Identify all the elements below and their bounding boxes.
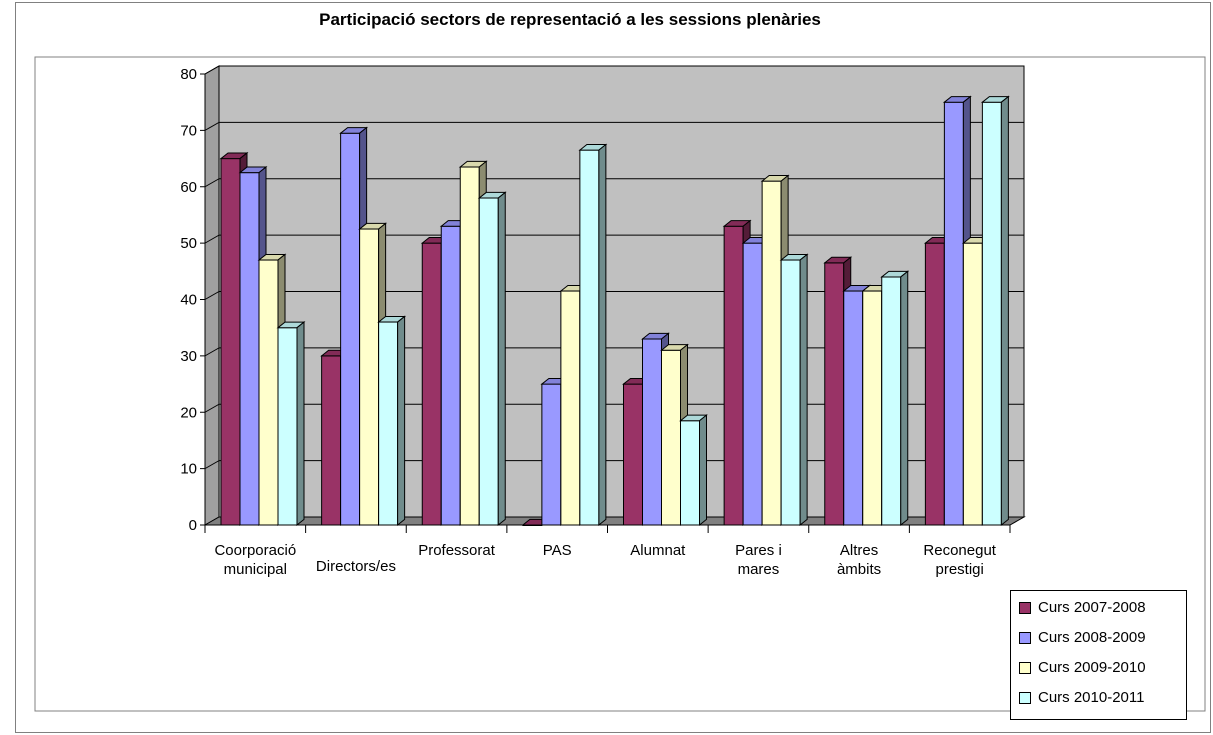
bar	[258, 259, 279, 526]
bar	[642, 338, 662, 526]
bar-side	[799, 253, 808, 527]
legend-label: Curs 2010-2011	[1038, 689, 1145, 706]
gridline-side	[204, 234, 220, 244]
bar-side	[900, 270, 909, 527]
x-tick-label: Pares i mares	[735, 542, 782, 578]
legend-swatch	[1019, 691, 1031, 704]
y-tick-label: 30	[180, 348, 197, 365]
bar	[421, 242, 442, 526]
bar	[962, 242, 983, 526]
bar	[780, 259, 801, 526]
legend-label: Curs 2009-2010	[1038, 659, 1146, 676]
bar	[862, 290, 883, 526]
bar	[340, 132, 361, 526]
legend-label: Curs 2007-2008	[1038, 599, 1146, 616]
x-tick-label: Directors/es	[316, 558, 396, 575]
bar	[742, 242, 763, 526]
gridline-side	[204, 460, 220, 470]
y-tick-label: 10	[180, 461, 197, 478]
bar	[623, 383, 643, 526]
legend-swatch	[1019, 661, 1031, 674]
legend-swatch	[1019, 631, 1031, 644]
bar-side	[699, 414, 707, 527]
bar	[723, 225, 744, 526]
bar	[277, 327, 298, 526]
legend-item: Curs 2007-2008	[1019, 599, 1146, 616]
chart-frame	[15, 2, 1211, 733]
bar-side	[397, 315, 406, 527]
bar	[924, 242, 945, 526]
gridline-side	[204, 291, 220, 300]
bar	[579, 149, 600, 526]
chart-title: Participació sectors de representació a …	[319, 10, 821, 29]
bar	[560, 290, 581, 526]
bar	[881, 276, 902, 526]
legend-item: Curs 2010-2011	[1019, 689, 1144, 706]
bar	[378, 321, 399, 526]
bar	[440, 225, 461, 526]
bar	[680, 420, 700, 526]
bar	[761, 180, 782, 526]
x-tick-label: Alumnat	[630, 542, 686, 559]
bar-side	[296, 321, 305, 527]
legend-item: Curs 2009-2010	[1019, 659, 1146, 676]
y-tick-label: 0	[189, 517, 197, 534]
gridline-side	[204, 178, 220, 188]
plot-area-border	[34, 56, 1206, 712]
x-tick-label: PAS	[543, 542, 572, 559]
y-tick-label: 60	[180, 179, 197, 196]
bar	[321, 355, 342, 526]
bar	[541, 383, 562, 526]
y-tick-label: 70	[180, 122, 197, 139]
x-tick-label: Reconegut prestigi	[923, 542, 996, 578]
bar	[824, 262, 845, 526]
y-tick-label: 50	[180, 235, 197, 252]
gridline-side	[204, 65, 220, 75]
x-tick-label: Professorat	[418, 542, 496, 559]
x-tick-label: Coorporació municipal	[214, 542, 296, 578]
bar	[359, 228, 380, 526]
y-tick-label: 20	[180, 404, 197, 421]
legend-label: Curs 2008-2009	[1038, 629, 1146, 646]
x-tick-label: Altres àmbits	[837, 542, 881, 578]
legend-swatch	[1019, 601, 1031, 614]
y-tick-label: 40	[180, 292, 197, 309]
bar	[843, 290, 864, 526]
bar	[239, 172, 260, 526]
bar-side	[1000, 95, 1009, 527]
bar	[661, 349, 681, 526]
gridline-side	[204, 121, 220, 131]
y-tick-label: 80	[180, 66, 197, 83]
bar	[459, 166, 480, 526]
gridline-side	[204, 403, 220, 413]
bar	[220, 158, 241, 526]
bar-side	[497, 191, 506, 527]
bar	[981, 101, 1002, 526]
chart-legend: Curs 2007-2008 Curs 2008-2009 Curs 2009-20…	[1010, 590, 1187, 720]
bar	[478, 197, 499, 526]
gridline-side	[204, 347, 220, 357]
legend-item: Curs 2008-2009	[1019, 629, 1146, 646]
bar-side	[598, 143, 607, 527]
bar	[943, 101, 964, 526]
